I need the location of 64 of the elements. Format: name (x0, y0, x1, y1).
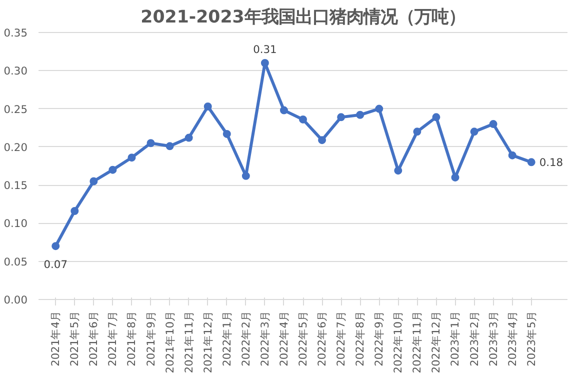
point (280, 106, 288, 114)
x-tick-label: 2022年11月 (410, 310, 424, 374)
x-tick-label: 2022年2月 (239, 310, 252, 366)
point (489, 120, 498, 128)
point (508, 151, 516, 160)
point (470, 128, 478, 136)
x-tick-label: 2022年4月 (277, 310, 290, 366)
text: 0.35 (4, 26, 28, 40)
point (394, 166, 402, 175)
point (70, 207, 79, 215)
chart-title: 2021-2023年我国出口猪肉情况（万吨） (140, 8, 466, 28)
x-tick-label: 2022年7月 (334, 310, 348, 366)
point (222, 130, 231, 138)
point (184, 134, 193, 142)
point (527, 158, 536, 166)
point (299, 115, 307, 124)
text: 0.05 (4, 255, 28, 268)
point (432, 113, 440, 122)
point (318, 136, 326, 144)
data-label: 0.07 (44, 258, 68, 272)
text: 0.25 (4, 102, 28, 116)
text: 0.20 (4, 140, 28, 154)
point (52, 242, 60, 250)
x-tick-label: 2022年1月 (220, 310, 234, 366)
point (337, 113, 346, 122)
text: 0.00 (4, 294, 28, 306)
x-tick-label: 2022年10月 (392, 310, 405, 374)
x-tick-label: 2022年5月 (296, 310, 310, 366)
x-tick-label: 2021年10月 (163, 310, 176, 374)
point (204, 102, 212, 110)
data-label: 0.31 (253, 43, 277, 56)
point (108, 166, 117, 174)
x-tick-label: 2021年4月 (49, 310, 62, 366)
point (413, 128, 422, 136)
x-tick-label: 2023年2月 (468, 310, 481, 366)
x-tick-label: 2021年12月 (201, 310, 214, 374)
x-tick-label: 2021年11月 (182, 310, 196, 374)
x-tick-label: 2021年6月 (87, 310, 100, 366)
x-tick-label: 2023年3月 (486, 310, 500, 366)
point (260, 59, 269, 68)
x-tick-label: 2022年3月 (258, 310, 272, 366)
data-label: 0.18 (539, 156, 564, 170)
x-tick-label: 2023年5月 (524, 310, 538, 366)
x-tick-label: 2023年4月 (506, 310, 519, 366)
x-tick-label: 2022年6月 (316, 310, 329, 366)
x-tick-label: 2021年8月 (125, 310, 138, 366)
point (242, 172, 250, 180)
x-tick-label: 2022年12月 (430, 310, 443, 374)
x-tick-label: 2021年9月 (144, 310, 158, 366)
point (90, 177, 98, 186)
x-tick-label: 2021年5月 (68, 310, 82, 366)
x-tick-label: 2021年7月 (106, 310, 120, 366)
x-tick-label: 2022年8月 (354, 310, 367, 366)
text: 0.15 (4, 179, 28, 192)
text: 0.10 (4, 217, 28, 230)
point (166, 142, 174, 150)
x-tick-label: 2022年9月 (372, 310, 386, 366)
x-tick-label: 2023年1月 (448, 310, 462, 366)
point (356, 110, 364, 119)
text: 0.30 (4, 64, 28, 78)
point (451, 173, 460, 182)
point (128, 154, 136, 162)
point (375, 104, 384, 113)
point (146, 139, 155, 148)
